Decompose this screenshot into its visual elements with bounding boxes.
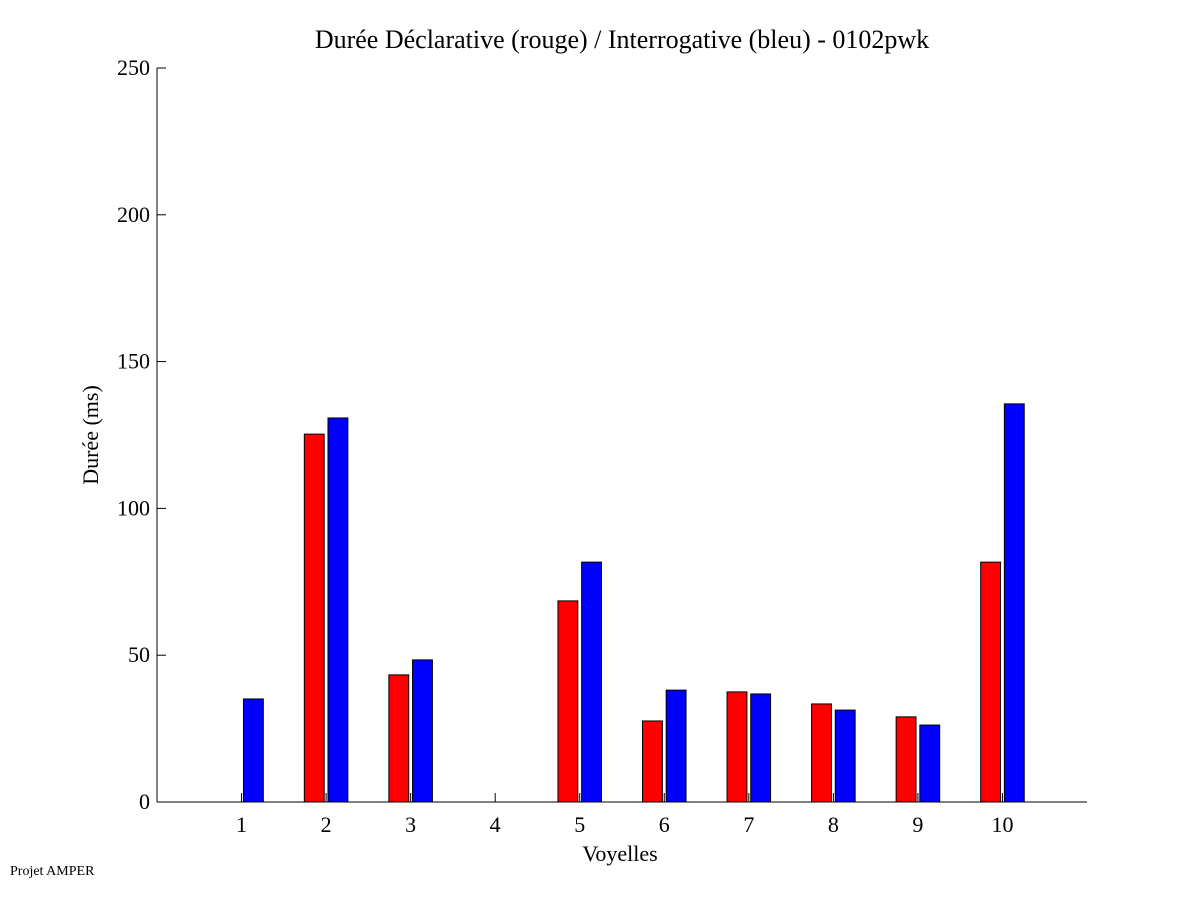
y-tick-label: 50 <box>128 642 150 667</box>
x-tick-label: 4 <box>490 812 501 837</box>
chart-title: Durée Déclarative (rouge) / Interrogativ… <box>315 25 929 54</box>
red-bar-6 <box>642 720 663 803</box>
blue-bar-8 <box>834 709 856 803</box>
footer-credit: Projet AMPER <box>10 864 95 879</box>
x-tick-label: 6 <box>659 812 670 837</box>
y-tick-label: 200 <box>117 202 150 227</box>
blue-bar-5 <box>581 561 602 803</box>
blue-bar-2 <box>327 417 349 803</box>
blue-bar-9 <box>919 724 941 803</box>
x-tick-label: 8 <box>828 812 839 837</box>
red-bar-9 <box>895 716 917 803</box>
red-bar-2 <box>303 433 325 803</box>
x-tick-label: 9 <box>912 812 923 837</box>
red-bar-8 <box>811 703 832 803</box>
red-bar-5 <box>557 600 579 803</box>
y-tick-label: 100 <box>117 495 150 520</box>
x-tick-label: 1 <box>236 812 247 837</box>
y-tick-label: 250 <box>117 55 150 80</box>
x-tick-label: 3 <box>405 812 416 837</box>
x-tick-label: 5 <box>574 812 585 837</box>
x-tick-label: 10 <box>991 812 1013 837</box>
red-bar-10 <box>980 561 1002 803</box>
blue-bar-1 <box>242 698 264 803</box>
x-tick-label: 7 <box>743 812 754 837</box>
blue-bar-6 <box>665 689 687 803</box>
blue-bar-3 <box>412 659 433 803</box>
y-tick-label: 150 <box>117 349 150 374</box>
blue-bar-7 <box>750 693 772 803</box>
x-tick-label: 2 <box>321 812 332 837</box>
blue-bar-10 <box>1003 403 1025 803</box>
x-axis-label: Voyelles <box>582 841 657 866</box>
red-bar-3 <box>388 674 410 803</box>
y-tick-label: 0 <box>139 789 150 814</box>
y-axis-label: Durée (ms) <box>78 385 103 485</box>
red-bar-7 <box>726 691 748 803</box>
